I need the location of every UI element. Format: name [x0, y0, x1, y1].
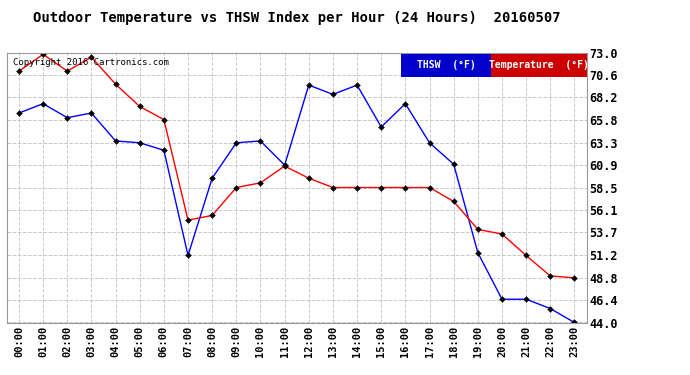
Text: Temperature  (°F): Temperature (°F): [489, 60, 589, 70]
Text: Outdoor Temperature vs THSW Index per Hour (24 Hours)  20160507: Outdoor Temperature vs THSW Index per Ho…: [33, 11, 560, 25]
Text: THSW  (°F): THSW (°F): [417, 60, 475, 70]
FancyBboxPatch shape: [401, 54, 491, 77]
FancyBboxPatch shape: [491, 54, 586, 77]
Text: Copyright 2016 Cartronics.com: Copyright 2016 Cartronics.com: [12, 58, 168, 67]
